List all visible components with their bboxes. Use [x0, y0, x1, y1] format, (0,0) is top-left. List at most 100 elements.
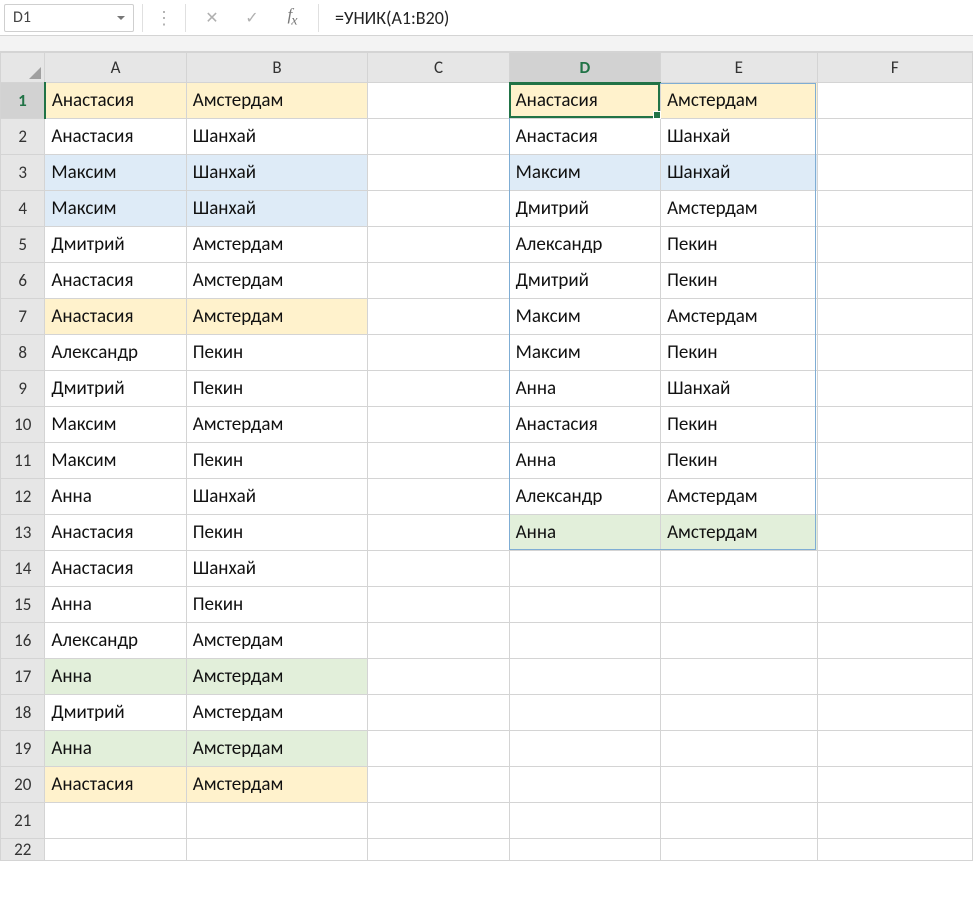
cell[interactable]: Анастасия	[45, 299, 186, 335]
cell[interactable]: Анастасия	[509, 83, 660, 119]
cell[interactable]: Анна	[45, 731, 186, 767]
cell[interactable]: Анна	[509, 443, 660, 479]
cell[interactable]	[368, 515, 509, 551]
cell[interactable]: Анастасия	[45, 263, 186, 299]
cell[interactable]: Александр	[509, 227, 660, 263]
row-header[interactable]: 1	[1, 83, 45, 119]
cell[interactable]	[661, 587, 817, 623]
cell[interactable]: Дмитрий	[509, 263, 660, 299]
cell[interactable]: Дмитрий	[45, 371, 186, 407]
cell[interactable]: Пекин	[661, 443, 817, 479]
cell[interactable]	[45, 839, 186, 861]
cell[interactable]: Пекин	[661, 335, 817, 371]
row-header[interactable]: 16	[1, 623, 45, 659]
cell[interactable]: Шанхай	[186, 155, 368, 191]
cell[interactable]: Пекин	[186, 335, 368, 371]
cell[interactable]: Амстердам	[661, 191, 817, 227]
cell[interactable]: Анастасия	[509, 119, 660, 155]
cell[interactable]	[368, 731, 509, 767]
cell[interactable]: Анастасия	[45, 119, 186, 155]
cell[interactable]: Шанхай	[186, 119, 368, 155]
cell[interactable]	[817, 335, 973, 371]
cell[interactable]: Анна	[45, 587, 186, 623]
cell[interactable]: Анна	[45, 479, 186, 515]
row-header[interactable]: 2	[1, 119, 45, 155]
cell[interactable]	[509, 623, 660, 659]
spreadsheet-grid[interactable]: ABCDEF1АнастасияАмстердамАнастасияАмстер…	[0, 52, 973, 861]
cell[interactable]: Пекин	[186, 443, 368, 479]
cell[interactable]	[368, 587, 509, 623]
row-header[interactable]: 20	[1, 767, 45, 803]
cell[interactable]	[661, 659, 817, 695]
column-header-a[interactable]: A	[45, 53, 186, 83]
row-header[interactable]: 4	[1, 191, 45, 227]
cell[interactable]	[368, 659, 509, 695]
cell[interactable]	[368, 191, 509, 227]
cell[interactable]	[817, 155, 973, 191]
column-header-c[interactable]: C	[368, 53, 509, 83]
row-header[interactable]: 7	[1, 299, 45, 335]
cell[interactable]: Амстердам	[186, 659, 368, 695]
cell[interactable]	[368, 155, 509, 191]
name-box[interactable]: D1	[4, 4, 134, 32]
cell[interactable]: Шанхай	[186, 191, 368, 227]
cell[interactable]: Амстердам	[186, 695, 368, 731]
cell[interactable]: Анна	[509, 515, 660, 551]
cell[interactable]: Анастасия	[45, 551, 186, 587]
cell[interactable]: Пекин	[186, 371, 368, 407]
cell[interactable]	[817, 443, 973, 479]
cell[interactable]: Александр	[45, 623, 186, 659]
row-header[interactable]: 10	[1, 407, 45, 443]
cell[interactable]: Пекин	[661, 227, 817, 263]
select-all-corner[interactable]	[1, 53, 45, 83]
cell[interactable]: Шанхай	[186, 479, 368, 515]
cell[interactable]: Амстердам	[186, 767, 368, 803]
cell[interactable]: Амстердам	[661, 83, 817, 119]
cell[interactable]: Амстердам	[186, 731, 368, 767]
cell[interactable]	[817, 551, 973, 587]
cell[interactable]: Шанхай	[661, 155, 817, 191]
cell[interactable]	[817, 227, 973, 263]
row-header[interactable]: 22	[1, 839, 45, 861]
cell[interactable]	[817, 299, 973, 335]
row-header[interactable]: 18	[1, 695, 45, 731]
cell[interactable]	[817, 623, 973, 659]
cell[interactable]: Анастасия	[509, 407, 660, 443]
cell[interactable]	[509, 551, 660, 587]
row-header[interactable]: 9	[1, 371, 45, 407]
cell[interactable]: Амстердам	[661, 299, 817, 335]
cell[interactable]: Александр	[509, 479, 660, 515]
cell[interactable]: Амстердам	[186, 299, 368, 335]
cell[interactable]	[817, 587, 973, 623]
cell[interactable]	[368, 443, 509, 479]
cell[interactable]: Амстердам	[186, 407, 368, 443]
row-header[interactable]: 15	[1, 587, 45, 623]
cell[interactable]	[368, 299, 509, 335]
cell[interactable]	[509, 659, 660, 695]
cell[interactable]: Дмитрий	[45, 227, 186, 263]
cell[interactable]	[368, 551, 509, 587]
column-header-d[interactable]: D	[509, 53, 660, 83]
row-header[interactable]: 19	[1, 731, 45, 767]
row-header[interactable]: 21	[1, 803, 45, 839]
cell[interactable]	[368, 767, 509, 803]
cell[interactable]	[817, 731, 973, 767]
cell[interactable]	[817, 407, 973, 443]
cell[interactable]: Александр	[45, 335, 186, 371]
cell[interactable]: Шанхай	[661, 371, 817, 407]
cell[interactable]	[368, 119, 509, 155]
cell[interactable]: Максим	[45, 155, 186, 191]
cell[interactable]	[509, 695, 660, 731]
cell[interactable]: Амстердам	[661, 479, 817, 515]
cell[interactable]	[661, 623, 817, 659]
cell[interactable]: Амстердам	[186, 623, 368, 659]
column-header-f[interactable]: F	[817, 53, 973, 83]
cell[interactable]	[368, 227, 509, 263]
cell[interactable]: Анна	[45, 659, 186, 695]
cell[interactable]: Дмитрий	[45, 695, 186, 731]
cell[interactable]	[509, 803, 660, 839]
row-header[interactable]: 12	[1, 479, 45, 515]
cell[interactable]	[661, 839, 817, 861]
cell[interactable]: Пекин	[186, 515, 368, 551]
cell[interactable]	[817, 515, 973, 551]
